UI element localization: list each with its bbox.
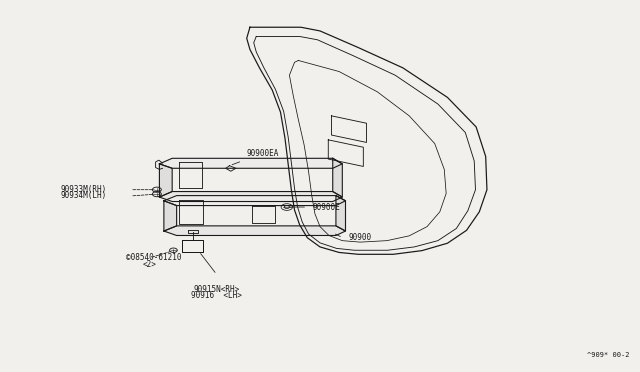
Text: 90900EA: 90900EA (246, 149, 279, 158)
Polygon shape (159, 164, 172, 197)
Text: 90915N<RH>: 90915N<RH> (194, 285, 240, 294)
Polygon shape (159, 158, 342, 168)
Text: 90900E: 90900E (312, 202, 340, 212)
Polygon shape (164, 196, 346, 206)
Text: 90916  <LH>: 90916 <LH> (191, 291, 242, 300)
Text: 90900: 90900 (349, 233, 372, 242)
Polygon shape (164, 201, 177, 231)
Polygon shape (164, 226, 346, 235)
Polygon shape (159, 192, 342, 202)
Polygon shape (333, 158, 342, 197)
Text: 90934M(LH): 90934M(LH) (60, 192, 106, 201)
Text: 90933M(RH): 90933M(RH) (60, 185, 106, 194)
Text: ^909* 00-2: ^909* 00-2 (586, 352, 629, 358)
Text: <2>: <2> (143, 260, 157, 269)
Text: ©08540-61210: ©08540-61210 (125, 253, 181, 263)
Polygon shape (336, 196, 346, 231)
